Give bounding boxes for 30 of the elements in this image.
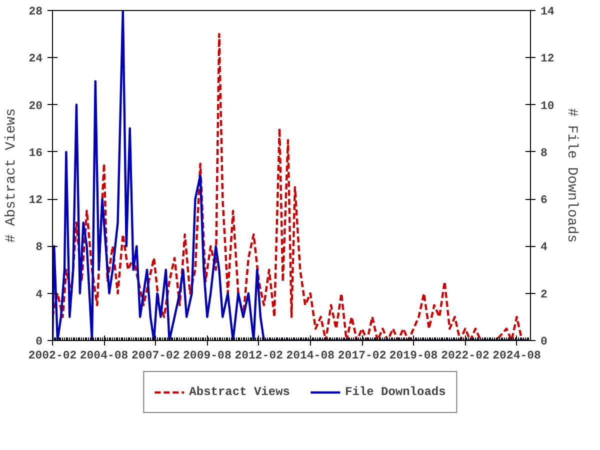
x-tick-label: 2014-08: [286, 350, 335, 362]
y2-axis-title: # File Downloads: [563, 108, 580, 243]
x-tick-label: 2012-02: [234, 350, 284, 362]
y2-tick-label: 6: [540, 194, 548, 208]
y-tick-label: 20: [28, 100, 43, 113]
y-tick-label: 4: [36, 288, 43, 302]
y2-tick-label: 2: [540, 288, 548, 302]
y2-tick-label: 4: [540, 241, 548, 254]
legend-label: Abstract Views: [189, 385, 290, 399]
y-tick-label: 8: [36, 241, 43, 254]
x-tick-label: 2007-02: [132, 350, 180, 362]
y-tick-label: 0: [36, 336, 43, 348]
y2-tick-label: 0: [540, 336, 548, 348]
legend-label: File Downloads: [345, 385, 446, 399]
x-tick-label: 2017-02: [338, 350, 386, 362]
x-tick-label: 2002-02: [28, 350, 77, 362]
x-tick-label: 2004-08: [80, 350, 128, 362]
y-axis-title: # Abstract Views: [4, 108, 20, 243]
y2-tick-label: 10: [540, 100, 554, 113]
x-tick-label: 2019-08: [389, 350, 438, 362]
y-tick-label: 28: [28, 6, 43, 18]
y2-tick-label: 8: [540, 146, 548, 160]
y-tick-label: 16: [28, 146, 43, 160]
x-tick-label: 2022-02: [441, 350, 490, 362]
y-tick-label: 12: [28, 194, 43, 208]
y2-tick-label: 12: [540, 52, 554, 66]
x-tick-label: 2024-08: [492, 350, 542, 362]
y-tick-label: 24: [28, 52, 43, 66]
x-tick-label: 2009-08: [183, 350, 232, 362]
y2-tick-label: 14: [540, 6, 554, 18]
